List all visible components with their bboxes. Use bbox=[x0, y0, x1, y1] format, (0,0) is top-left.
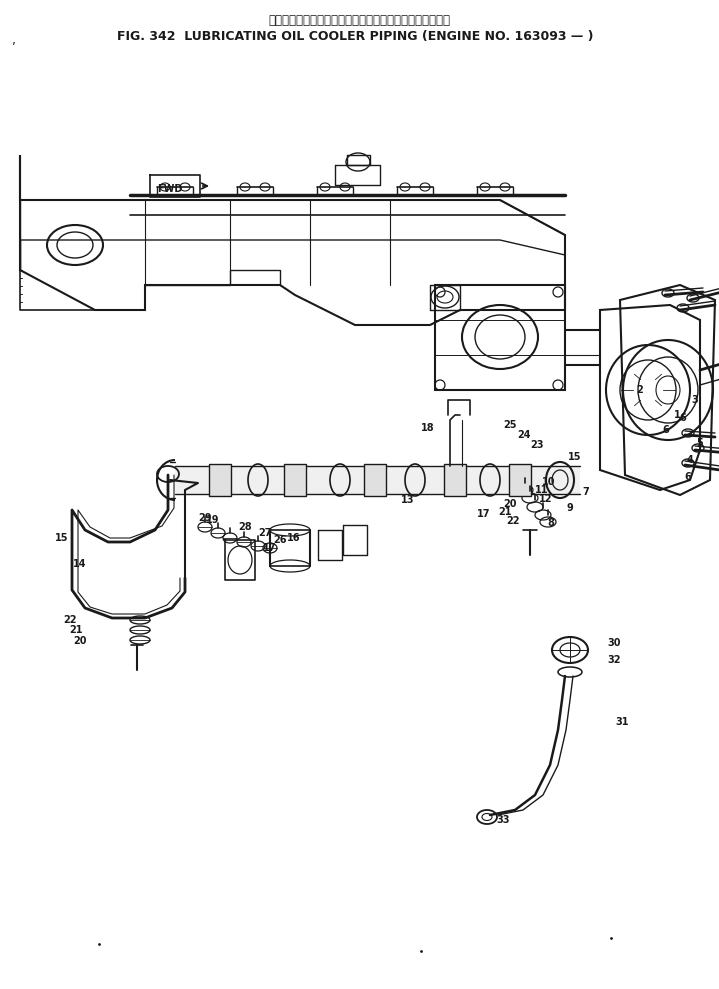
Text: 21: 21 bbox=[498, 507, 512, 517]
Bar bbox=[175, 466, 580, 494]
Text: 25: 25 bbox=[503, 420, 517, 430]
Text: 18: 18 bbox=[421, 423, 435, 433]
Text: 20: 20 bbox=[503, 499, 517, 509]
Text: 5: 5 bbox=[697, 438, 703, 448]
Text: 9: 9 bbox=[567, 503, 573, 513]
Text: 28: 28 bbox=[238, 522, 252, 532]
Text: 8: 8 bbox=[548, 518, 554, 528]
Text: 4: 4 bbox=[687, 455, 693, 465]
Text: 27: 27 bbox=[258, 528, 272, 538]
Text: 19: 19 bbox=[206, 515, 220, 525]
Text: 7: 7 bbox=[582, 487, 590, 497]
Text: 30: 30 bbox=[608, 638, 620, 648]
Text: 6: 6 bbox=[679, 413, 687, 423]
Text: ,: , bbox=[12, 34, 16, 47]
Text: 21: 21 bbox=[69, 625, 83, 635]
Text: 31: 31 bbox=[615, 717, 628, 727]
Text: 17: 17 bbox=[477, 509, 491, 519]
Bar bbox=[364, 464, 386, 496]
Text: 22: 22 bbox=[506, 516, 520, 526]
Text: 22: 22 bbox=[63, 615, 77, 625]
Text: 10: 10 bbox=[542, 477, 556, 487]
Text: 16: 16 bbox=[288, 533, 301, 543]
Text: 17: 17 bbox=[263, 543, 277, 553]
Text: 33: 33 bbox=[496, 815, 510, 825]
Text: 20: 20 bbox=[73, 636, 87, 646]
Text: FIG. 342  LUBRICATING OIL COOLER PIPING (ENGINE NO. 163093 — ): FIG. 342 LUBRICATING OIL COOLER PIPING (… bbox=[116, 30, 593, 43]
Text: 6: 6 bbox=[684, 472, 692, 482]
Text: 24: 24 bbox=[517, 430, 531, 440]
Text: 26: 26 bbox=[273, 535, 287, 545]
Text: 32: 32 bbox=[608, 655, 620, 665]
Text: 29: 29 bbox=[198, 513, 212, 523]
Text: 6: 6 bbox=[663, 425, 669, 435]
Text: 15: 15 bbox=[568, 452, 582, 462]
Bar bbox=[284, 464, 306, 496]
Text: 3: 3 bbox=[692, 395, 698, 405]
Text: 13: 13 bbox=[401, 495, 415, 505]
Bar bbox=[509, 464, 531, 496]
Text: ルーブリケーティングオイルクーラパイピング　適用号機: ルーブリケーティングオイルクーラパイピング 適用号機 bbox=[268, 14, 450, 27]
Text: 23: 23 bbox=[530, 440, 544, 450]
Text: 1: 1 bbox=[674, 410, 680, 420]
Text: 12: 12 bbox=[539, 494, 553, 504]
Text: 2: 2 bbox=[636, 385, 644, 395]
Text: 14: 14 bbox=[73, 559, 87, 569]
Text: 11: 11 bbox=[535, 485, 549, 495]
Text: FWD: FWD bbox=[157, 184, 183, 194]
Bar bbox=[209, 464, 231, 496]
Bar bbox=[444, 464, 466, 496]
Text: 15: 15 bbox=[55, 533, 69, 543]
